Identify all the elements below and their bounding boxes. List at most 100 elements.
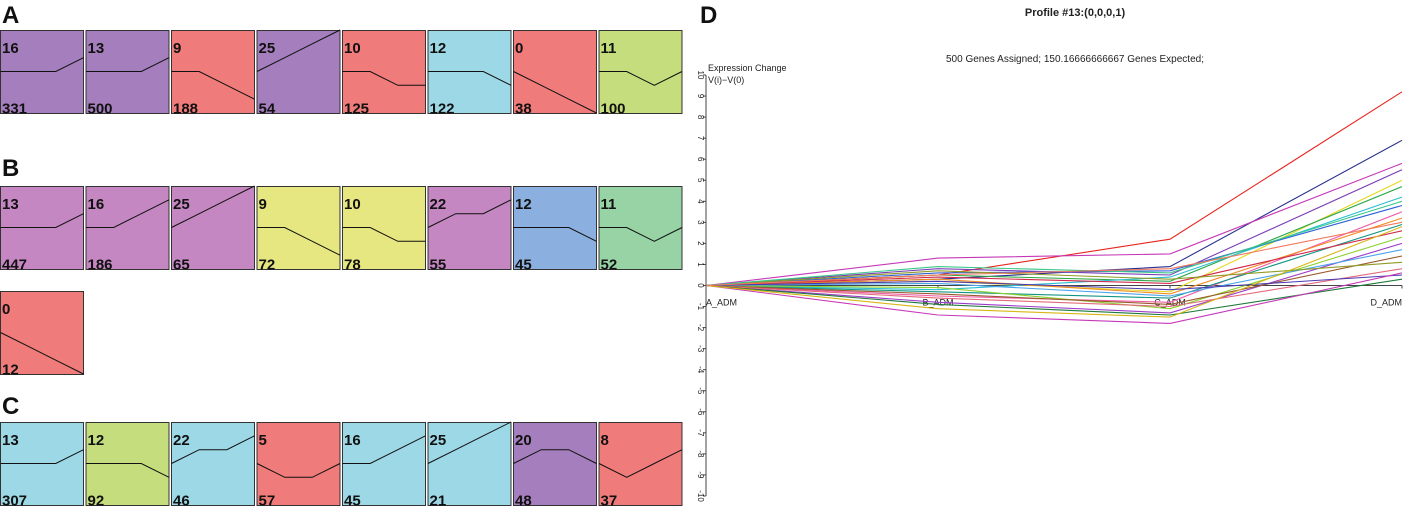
profile-pattern-line [0, 332, 84, 375]
profile-pattern-line [256, 463, 341, 478]
series-line-forest [705, 278, 1403, 316]
profile-tile[interactable]: 10 125 [342, 30, 426, 118]
profile-gene-count: 186 [88, 257, 113, 274]
profile-tile[interactable]: 13 447 [0, 186, 84, 274]
profile-tile[interactable]: 13 307 [0, 422, 84, 506]
panel-label-d: D [700, 2, 718, 29]
profile-tile-background [171, 422, 255, 506]
profile-pattern-line [427, 421, 512, 464]
y-tick-label: -6 [696, 408, 705, 416]
y-tick-label: 4 [696, 199, 705, 204]
profile-id: 12 [515, 196, 532, 213]
profile-tile[interactable]: 0 38 [513, 30, 597, 118]
profile-id: 5 [259, 432, 267, 449]
profile-tile-background [171, 186, 255, 270]
profile-gene-count: 92 [88, 493, 105, 506]
profile-id: 22 [430, 196, 447, 213]
profile-tile[interactable]: 25 54 [256, 29, 341, 118]
profile-tile[interactable]: 12 92 [85, 422, 170, 506]
series-line-crimson [705, 230, 1403, 287]
profile-id: 10 [344, 40, 361, 57]
profile-pattern-line [513, 227, 597, 242]
profile-id: 25 [173, 196, 190, 213]
series-line-teal [705, 223, 1403, 299]
profile-tile[interactable]: 11 100 [598, 30, 683, 118]
series-line-mint [705, 200, 1403, 287]
series-line-purple [705, 242, 1403, 314]
series-line-sky [705, 249, 1403, 297]
series-line-indigo [705, 274, 1403, 291]
profile-pattern-line [257, 227, 341, 256]
profile-id: 16 [2, 40, 19, 57]
profile-pattern-line [0, 57, 84, 72]
profile-tile-background [256, 422, 341, 506]
profile-tile[interactable]: 16 186 [85, 186, 170, 274]
profile-id: 10 [344, 196, 361, 213]
profile-pattern-line [428, 71, 512, 86]
profile-pattern-line [342, 227, 426, 242]
chart-subtitle: 500 Genes Assigned; 150.16666666667 Gene… [946, 54, 1204, 65]
profile-tile[interactable]: 12 45 [513, 186, 597, 274]
profile-id: 25 [430, 432, 447, 449]
y-tick-label: -5 [696, 387, 705, 395]
profile-grids: 1633113500918825541012512122038111001344… [0, 29, 683, 506]
profile-id: 25 [259, 40, 276, 57]
profile-tile[interactable]: 11 52 [598, 186, 683, 274]
profile-tile[interactable]: 22 55 [427, 186, 512, 274]
profile-gene-count: 100 [601, 101, 626, 118]
profile-gene-count: 48 [515, 493, 532, 506]
profile-pattern-line [513, 71, 597, 114]
profile-tile[interactable]: 10 78 [342, 186, 426, 274]
profile-pattern-line [342, 435, 426, 464]
profile-tile[interactable]: 5 57 [256, 422, 341, 506]
y-tick-label: 10 [696, 71, 705, 80]
profile-gene-count: 52 [601, 257, 618, 274]
profile-tile[interactable]: 8 37 [598, 422, 683, 506]
profile-tile-background [513, 30, 597, 114]
profile-tile-background [427, 186, 512, 270]
y-tick-label: -9 [696, 471, 705, 479]
profile-gene-count: 122 [430, 101, 455, 118]
profile-pattern-line [86, 199, 170, 228]
y-tick-label: -10 [696, 490, 705, 502]
profile-id: 12 [88, 432, 105, 449]
y-axis-label-formula: V(i)−V(0) [708, 75, 744, 85]
y-tick-label: 3 [696, 220, 705, 225]
profile-gene-count: 57 [259, 493, 276, 506]
profile-pattern-line [513, 449, 597, 464]
profile-tile[interactable]: 25 65 [171, 185, 255, 274]
profile-tile[interactable]: 25 21 [427, 421, 512, 506]
profile-id: 13 [2, 196, 19, 213]
y-tick-label: -1 [696, 303, 705, 311]
profile-tile[interactable]: 9 72 [256, 186, 341, 274]
profile-pattern-line [0, 213, 84, 228]
profile-tile[interactable]: 12 122 [427, 30, 512, 118]
profile-tile[interactable]: 22 46 [171, 422, 255, 506]
profile-tile[interactable]: 9 188 [171, 30, 255, 118]
panel-label-c: C [2, 393, 20, 420]
profile-13-line-chart: Profile #13:(0,0,0,1) 500 Genes Assigned… [696, 7, 1403, 502]
profile-tile[interactable]: 13 500 [85, 30, 170, 118]
profile-tile-background [0, 291, 84, 375]
y-tick-label: -2 [696, 324, 705, 332]
profile-gene-count: 188 [173, 101, 198, 118]
profile-tile-background [427, 422, 512, 506]
series-line-olive [705, 261, 1403, 287]
profile-tile[interactable]: 16 331 [0, 30, 84, 118]
profile-pattern-line [171, 71, 255, 100]
profile-id: 20 [515, 432, 532, 449]
profile-tile[interactable]: 0 12 [0, 291, 84, 379]
profile-gene-count: 500 [88, 101, 113, 118]
profile-id: 0 [2, 301, 10, 318]
profile-gene-count: 331 [2, 101, 27, 118]
profile-pattern-line [256, 29, 341, 72]
x-tick-label: A_ADM [706, 298, 737, 308]
series-line-rose [705, 268, 1403, 308]
y-tick-label: -4 [696, 366, 705, 374]
y-tick-label: 1 [696, 262, 705, 267]
y-tick-label: 8 [696, 115, 705, 120]
profile-gene-count: 46 [173, 493, 190, 506]
profile-pattern-line [599, 71, 683, 86]
